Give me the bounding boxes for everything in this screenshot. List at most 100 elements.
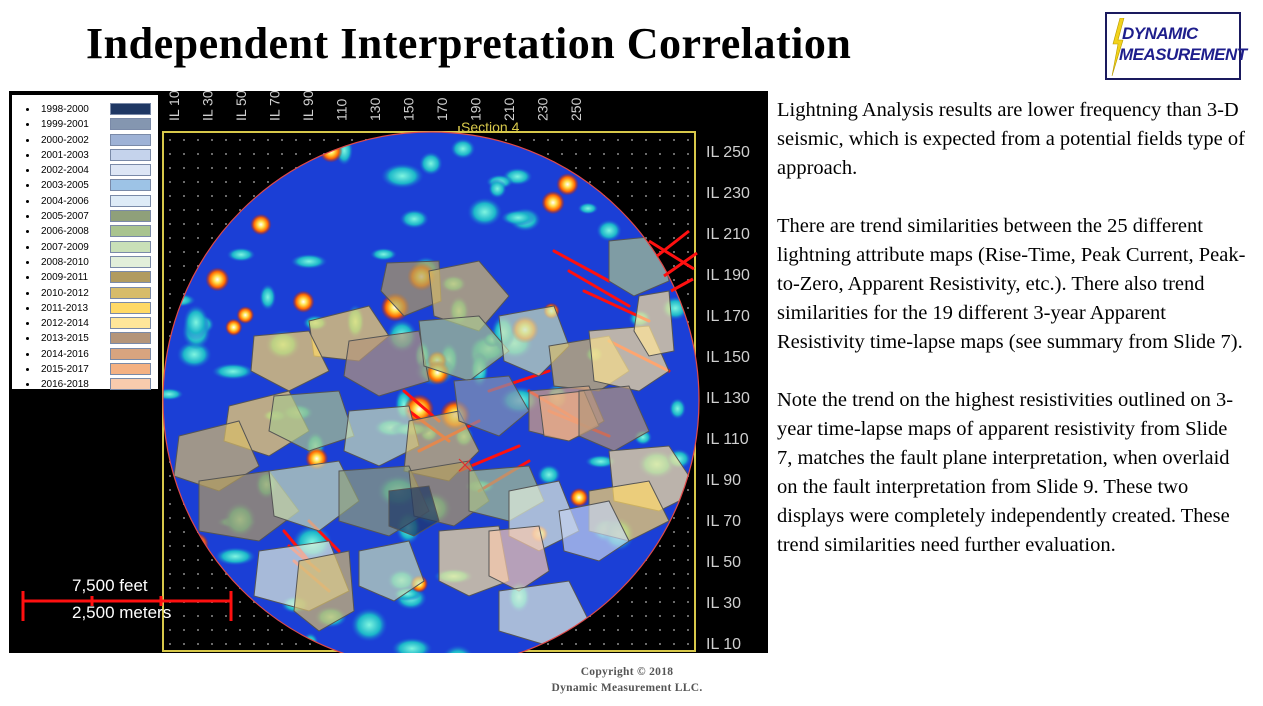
legend-item: 2005-2007: [26, 209, 158, 224]
legend-swatch: [110, 332, 151, 345]
slide-body-text: Lightning Analysis results are lower fre…: [777, 96, 1247, 589]
logo-text-measurement: MEASUREMENT: [1119, 45, 1247, 64]
legend-label: 2012-2014: [41, 318, 89, 330]
slide-title: Independent Interpretation Correlation: [86, 19, 852, 68]
legend-label: 2015-2017: [41, 364, 89, 376]
bullet-icon: [26, 184, 29, 188]
legend-swatch: [110, 286, 151, 299]
bullet-icon: [26, 260, 29, 264]
bullet-icon: [26, 245, 29, 249]
legend-label: 2008-2010: [41, 256, 89, 268]
legend-label: 2005-2007: [41, 211, 89, 223]
legend-item: 2011-2013: [26, 301, 158, 316]
bullet-icon: [26, 322, 29, 326]
legend-item: 2013-2015: [26, 331, 158, 346]
lightning-bolt-icon: [1111, 18, 1125, 76]
right-axis-label: IL 210: [706, 226, 750, 243]
legend-item: 2003-2005: [26, 178, 158, 193]
map-graphic: Section 4 IL 10 IL 30 IL 50 IL 70 IL 90 110 13…: [21, 91, 750, 653]
bullet-icon: [26, 123, 29, 127]
top-axis-label: 210: [501, 97, 517, 121]
legend-swatch: [110, 148, 151, 161]
top-axis-label: 230: [535, 97, 551, 121]
legend-swatch: [110, 271, 151, 284]
top-axis-label: 130: [367, 97, 383, 121]
legend-swatch: [110, 347, 151, 360]
legend-label: 2006-2008: [41, 226, 89, 238]
legend-item: 2012-2014: [26, 316, 158, 331]
legend-label: 2013-2015: [41, 333, 89, 345]
copyright-line: Copyright © 2018: [580, 666, 674, 678]
top-axis-label: IL 30: [200, 91, 216, 121]
legend-item: 1999-2001: [26, 117, 158, 132]
legend-swatch: [110, 225, 151, 238]
right-axis-label: IL 90: [706, 472, 741, 489]
legend-swatch: [110, 118, 151, 131]
legend-item: 2009-2011: [26, 270, 158, 285]
legend-label: 2014-2016: [41, 348, 89, 360]
legend-label: 2003-2005: [41, 180, 89, 192]
bullet-icon: [26, 306, 29, 310]
legend-swatch: [110, 179, 151, 192]
legend-item: 2007-2009: [26, 240, 158, 255]
bullet-icon: [26, 276, 29, 280]
top-axis-label: 170: [434, 97, 450, 121]
right-axis-label: IL 150: [706, 349, 750, 366]
legend-item: 2016-2018: [26, 377, 158, 392]
legend-label: 2011-2013: [41, 302, 89, 314]
company-logo: DYNAMIC MEASUREMENT: [1105, 12, 1247, 80]
right-axis-label: IL 230: [706, 185, 750, 202]
bullet-icon: [26, 383, 29, 387]
legend-swatch: [110, 210, 151, 223]
scale-label-feet: 7,500 feet: [72, 576, 148, 595]
right-axis-label: IL 170: [706, 308, 750, 325]
legend-label: 1998-2000: [41, 104, 89, 115]
right-axis-label: IL 70: [706, 513, 741, 530]
bullet-icon: [26, 138, 29, 142]
right-axis-label: IL 190: [706, 267, 750, 284]
legend-item: 2014-2016: [26, 347, 158, 362]
legend-swatch: [110, 103, 151, 115]
legend-item: 1998-2000: [26, 102, 158, 117]
legend-label: 2004-2006: [41, 195, 89, 207]
logo-text-dynamic: DYNAMIC: [1122, 24, 1198, 43]
right-axis-label: IL 130: [706, 390, 750, 407]
bullet-icon: [26, 199, 29, 203]
legend-item: 2010-2012: [26, 286, 158, 301]
top-axis-label: 250: [568, 97, 584, 121]
top-axis-label: 150: [401, 97, 417, 121]
legend-label: 2002-2004: [41, 165, 89, 177]
legend-label: 2010-2012: [41, 287, 89, 299]
top-axis-label: 110: [334, 98, 350, 121]
legend-swatch: [110, 301, 151, 314]
bullet-icon: [26, 291, 29, 295]
right-axis-label: IL 250: [706, 144, 750, 161]
legend-item: 2006-2008: [26, 224, 158, 239]
copyright-company: Dynamic Measurement LLC.: [551, 682, 703, 694]
bullet-icon: [26, 108, 29, 111]
section-label: Section 4: [461, 119, 520, 135]
bullet-icon: [26, 352, 29, 356]
scale-bar: [21, 591, 233, 621]
legend-label: 2009-2011: [41, 272, 89, 284]
legend-swatch: [110, 194, 151, 207]
top-axis-label: IL 50: [233, 91, 249, 121]
legend-label: 2007-2009: [41, 241, 89, 253]
bullet-icon: [26, 215, 29, 219]
right-axis-label: IL 50: [706, 554, 741, 571]
legend-item: 2008-2010: [26, 255, 158, 270]
right-axis-label: IL 30: [706, 595, 741, 612]
legend-label: 2016-2018: [41, 379, 89, 391]
legend-swatch: [110, 164, 151, 177]
legend-swatch: [110, 317, 151, 330]
top-axis-label: IL 90: [300, 91, 316, 121]
top-axis-label: IL 10: [166, 91, 182, 121]
legend-swatch: [110, 255, 151, 268]
legend-item: 2002-2004: [26, 163, 158, 178]
legend-swatch: [110, 240, 151, 253]
bullet-icon: [26, 337, 29, 341]
legend-label: 1999-2001: [41, 119, 89, 131]
right-axis-label: IL 10: [706, 636, 741, 653]
bullet-icon: [26, 230, 29, 234]
bullet-icon: [26, 368, 29, 372]
